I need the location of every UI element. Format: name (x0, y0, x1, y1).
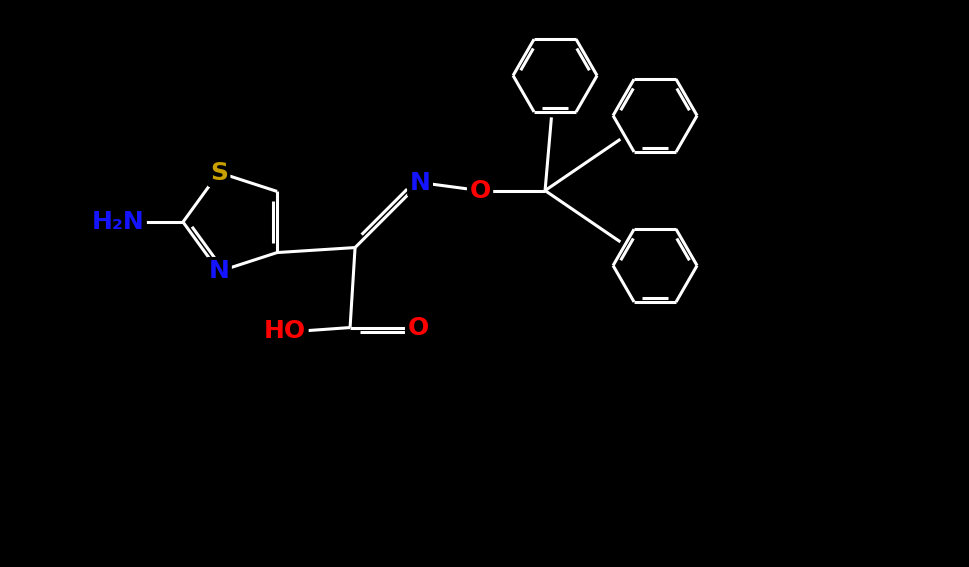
Text: S: S (209, 160, 228, 184)
Text: H₂N: H₂N (91, 210, 144, 234)
Text: HO: HO (264, 319, 306, 342)
Text: N: N (208, 260, 229, 284)
Text: O: O (407, 316, 428, 340)
Text: O: O (469, 179, 490, 202)
Text: N: N (409, 171, 430, 194)
